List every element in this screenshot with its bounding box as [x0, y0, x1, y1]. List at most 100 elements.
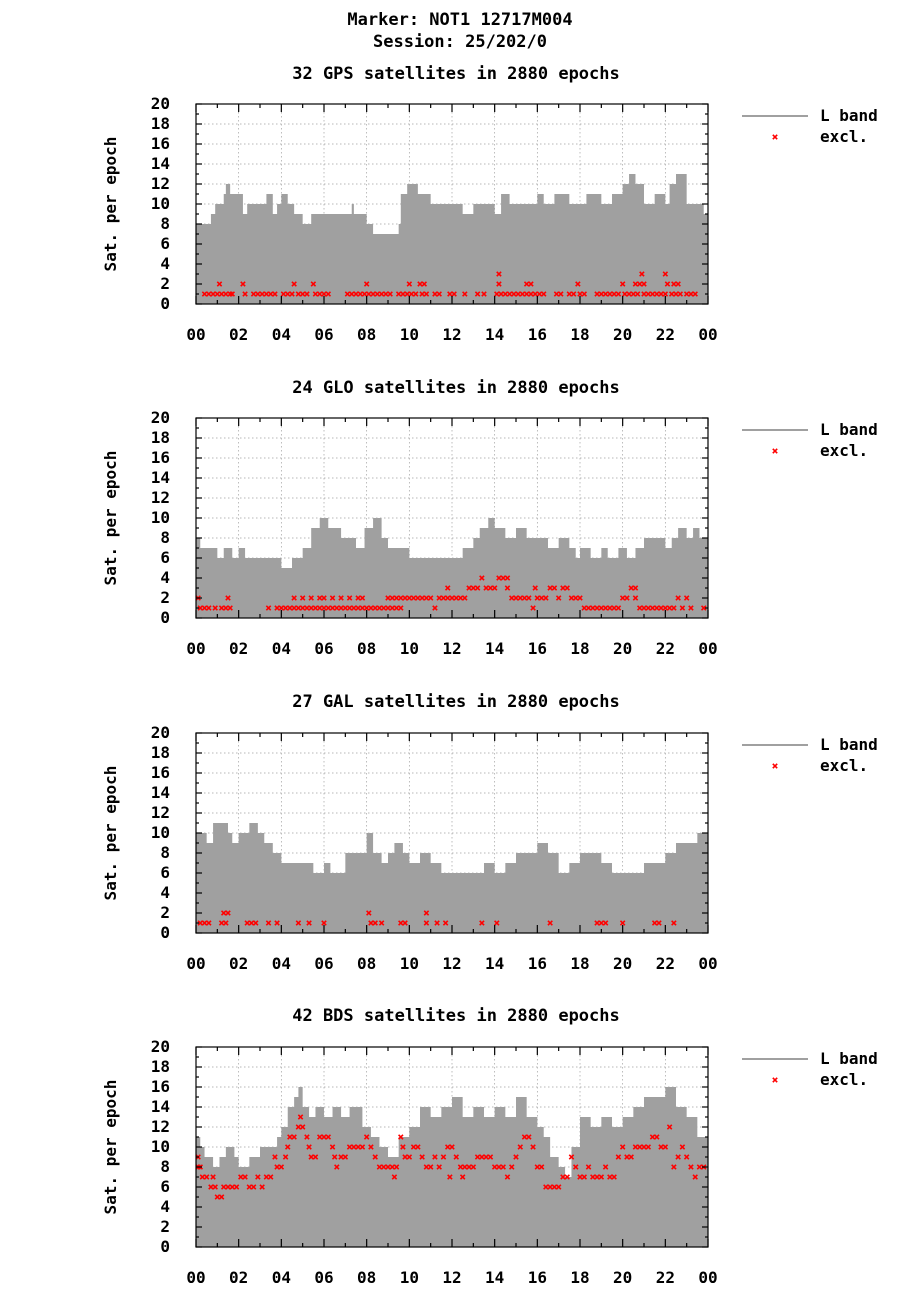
excl-point	[479, 575, 485, 581]
excl-point	[658, 605, 664, 611]
excl-point	[329, 1144, 336, 1150]
excl-point	[658, 1144, 664, 1150]
excl-point	[402, 1154, 408, 1160]
excl-point	[521, 595, 528, 601]
excl-point	[334, 1164, 340, 1170]
excl-point	[594, 605, 600, 611]
legend-excl-marker	[772, 763, 778, 769]
excl-point	[626, 291, 632, 297]
excl-point	[389, 1164, 396, 1170]
x-tick-label: 00	[186, 1268, 205, 1287]
excl-point	[214, 1194, 221, 1200]
excl-point	[265, 605, 272, 611]
excl-point	[474, 1154, 481, 1160]
y-tick-label: 2	[160, 274, 170, 293]
excl-point	[662, 605, 669, 611]
excl-point	[206, 605, 212, 611]
excl-point	[517, 1144, 524, 1150]
excl-point	[410, 1144, 417, 1150]
x-tick-label: 02	[229, 954, 248, 973]
excl-point	[423, 920, 430, 926]
x-tick-label: 16	[528, 639, 547, 658]
excl-point	[387, 291, 393, 297]
excl-point	[295, 1124, 302, 1130]
excl-point	[517, 595, 524, 601]
excl-point	[462, 595, 468, 601]
excl-point	[645, 1144, 652, 1150]
x-tick-label: 00	[186, 325, 205, 344]
y-tick-label: 6	[160, 1177, 170, 1196]
excl-point	[376, 1164, 383, 1170]
excl-point	[391, 1174, 398, 1180]
excl-point	[511, 291, 517, 297]
excl-point	[459, 1174, 466, 1180]
excl-point	[338, 1154, 344, 1160]
x-tick-label: 18	[570, 954, 589, 973]
excl-point	[353, 291, 359, 297]
excl-point	[291, 1134, 297, 1140]
x-tick-label: 06	[314, 639, 333, 658]
excl-point	[538, 1164, 545, 1170]
excl-point	[393, 595, 400, 601]
chart-panel: 27 GAL satellites in 2880 epochs02468101…	[101, 692, 878, 973]
excl-point	[496, 1164, 502, 1170]
excl-point	[240, 281, 246, 287]
y-tick-label: 4	[160, 1197, 170, 1216]
excl-point	[223, 291, 229, 297]
excl-point	[295, 291, 302, 297]
excl-point	[496, 271, 502, 277]
excl-point	[210, 1174, 216, 1180]
x-tick-label: 18	[570, 639, 589, 658]
excl-point	[415, 595, 421, 601]
excl-point	[504, 1174, 511, 1180]
excl-point	[590, 605, 596, 611]
y-tick-label: 18	[151, 428, 170, 447]
excl-point	[259, 1184, 265, 1190]
y-tick-label: 14	[151, 154, 170, 173]
excl-point	[692, 291, 698, 297]
excl-point	[538, 595, 545, 601]
excl-point	[427, 595, 434, 601]
x-tick-label: 06	[314, 325, 333, 344]
excl-point	[649, 605, 656, 611]
excl-point	[252, 920, 259, 926]
excl-point	[201, 291, 208, 297]
excl-point	[398, 920, 404, 926]
legend-excl-label: excl.	[820, 127, 868, 146]
excl-point	[214, 291, 221, 297]
y-tick-label: 18	[151, 743, 170, 762]
excl-point	[423, 291, 430, 297]
excl-point	[289, 291, 295, 297]
excl-point	[432, 605, 438, 611]
excl-point	[598, 1174, 605, 1180]
excl-point	[346, 1144, 353, 1150]
excl-point	[197, 920, 204, 926]
excl-point	[654, 291, 660, 297]
y-tick-label: 14	[151, 1097, 170, 1116]
excl-point	[451, 291, 457, 297]
y-tick-label: 2	[160, 903, 170, 922]
excl-point	[634, 291, 641, 297]
excl-point	[675, 595, 681, 601]
excl-point	[402, 595, 408, 601]
x-tick-label: 20	[613, 639, 632, 658]
y-tick-label: 20	[151, 408, 170, 427]
x-tick-label: 16	[528, 325, 547, 344]
excl-point	[447, 291, 453, 297]
excl-point	[398, 605, 404, 611]
excl-point	[500, 575, 506, 581]
excl-point	[543, 1184, 549, 1190]
excl-point	[372, 1154, 378, 1160]
y-tick-label: 8	[160, 528, 170, 547]
excl-point	[615, 291, 622, 297]
excl-point	[679, 1144, 686, 1150]
excl-point	[280, 291, 287, 297]
excl-point	[688, 1164, 694, 1170]
y-tick-label: 2	[160, 1217, 170, 1236]
x-tick-label: 00	[186, 954, 205, 973]
excl-point	[201, 605, 208, 611]
excl-point	[540, 291, 547, 297]
x-tick-label: 04	[272, 954, 291, 973]
excl-point	[513, 1154, 519, 1160]
y-tick-label: 0	[160, 1237, 170, 1256]
